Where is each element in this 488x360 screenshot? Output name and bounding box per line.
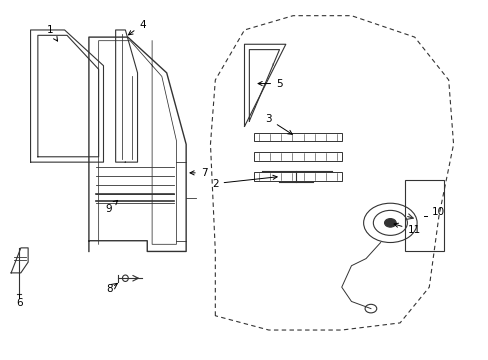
Text: 9: 9 [105,201,118,213]
Text: 4: 4 [128,19,145,35]
Circle shape [365,304,376,313]
Text: 7: 7 [190,168,207,178]
Circle shape [372,210,407,235]
Text: 8: 8 [106,284,112,294]
Text: 3: 3 [265,114,292,134]
Circle shape [384,219,395,227]
Text: 2: 2 [212,175,277,189]
Text: 5: 5 [258,78,282,89]
Circle shape [363,203,416,243]
Bar [404,180,443,251]
Bar [254,133,341,141]
Text: 10: 10 [431,207,444,217]
Bar [254,153,341,161]
Text: 6: 6 [16,298,22,308]
Text: 11: 11 [393,223,420,235]
Bar [254,172,341,181]
Text: 1: 1 [46,25,58,41]
